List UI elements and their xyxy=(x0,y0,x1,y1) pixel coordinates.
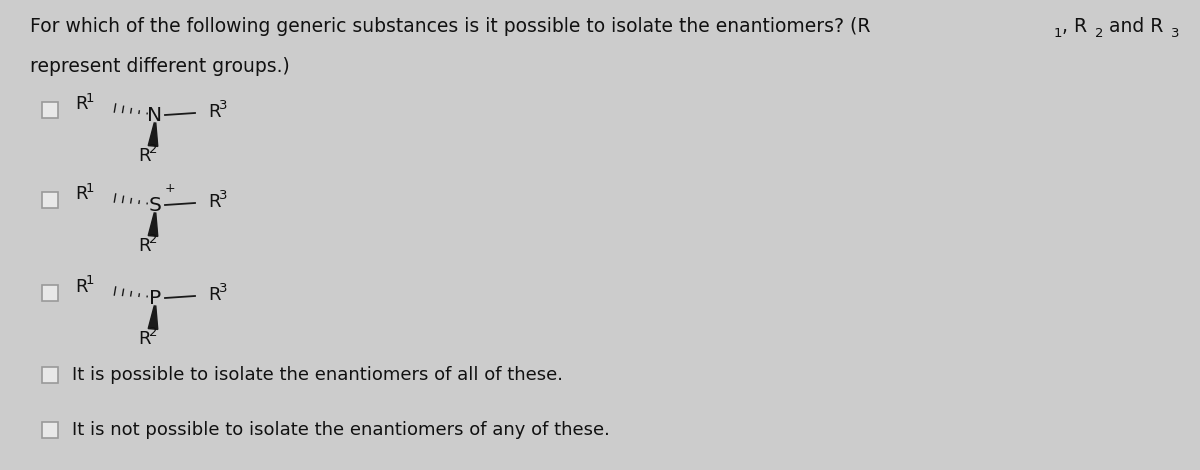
Text: 1: 1 xyxy=(86,181,95,195)
Text: 3: 3 xyxy=(218,99,227,111)
Text: 1: 1 xyxy=(86,274,95,288)
Text: 2: 2 xyxy=(1096,27,1104,40)
Text: R: R xyxy=(208,286,221,304)
Text: P: P xyxy=(149,289,161,307)
Text: 3: 3 xyxy=(1171,27,1180,40)
Text: represent different groups.): represent different groups.) xyxy=(30,57,289,76)
FancyBboxPatch shape xyxy=(42,367,58,383)
Text: 2: 2 xyxy=(149,142,157,156)
Text: 2: 2 xyxy=(149,233,157,245)
Text: , R: , R xyxy=(1062,17,1087,36)
FancyBboxPatch shape xyxy=(42,285,58,301)
Text: 2: 2 xyxy=(149,326,157,338)
Text: 1: 1 xyxy=(1054,27,1062,40)
FancyBboxPatch shape xyxy=(42,192,58,208)
Text: S: S xyxy=(149,196,162,214)
Text: R: R xyxy=(208,193,221,211)
Text: For which of the following generic substances is it possible to isolate the enan: For which of the following generic subst… xyxy=(30,17,870,36)
Text: R: R xyxy=(74,95,88,113)
Text: R: R xyxy=(138,330,150,348)
Text: 3: 3 xyxy=(218,282,227,295)
Polygon shape xyxy=(149,123,157,147)
FancyBboxPatch shape xyxy=(42,422,58,438)
Text: R: R xyxy=(138,147,150,165)
Text: and R: and R xyxy=(1103,17,1164,36)
Polygon shape xyxy=(149,306,157,329)
Text: N: N xyxy=(148,105,162,125)
Text: 3: 3 xyxy=(218,188,227,202)
Text: R: R xyxy=(138,237,150,255)
Text: It is possible to isolate the enantiomers of all of these.: It is possible to isolate the enantiomer… xyxy=(72,366,563,384)
Polygon shape xyxy=(149,213,157,236)
Text: R: R xyxy=(74,185,88,203)
FancyBboxPatch shape xyxy=(42,102,58,118)
Text: +: + xyxy=(166,181,175,195)
Text: R: R xyxy=(208,103,221,121)
Text: It is not possible to isolate the enantiomers of any of these.: It is not possible to isolate the enanti… xyxy=(72,421,610,439)
Text: R: R xyxy=(74,278,88,296)
Text: 1: 1 xyxy=(86,92,95,104)
